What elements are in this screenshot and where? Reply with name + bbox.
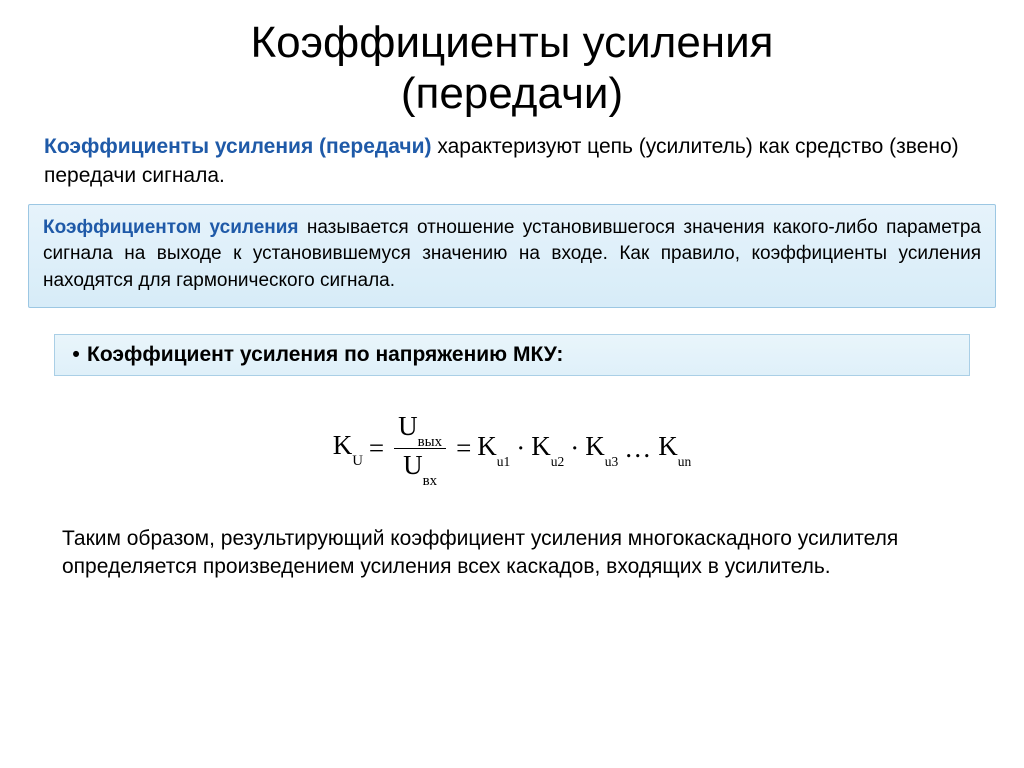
definition-lead: Коэффициентом усиления [43,217,299,238]
formula-eq1: = [369,433,384,464]
formula-fraction: Uвых Uвх [394,412,446,485]
formula: KU = Uвых Uвх = Ku1 · Ku2 · Ku3 … Kun [333,412,692,485]
title-line-2: (передачи) [401,69,623,118]
title-line-1: Коэффициенты усиления [250,18,773,67]
summary-paragraph: Таким образом, результирующий коэффициен… [62,525,968,582]
intro-paragraph: Коэффициенты усиления (передачи) характе… [44,133,988,190]
formula-k3: Ku3 [585,431,618,465]
formula-K: KU [333,430,363,465]
intro-lead: Коэффициенты усиления (передачи) [44,135,431,158]
formula-k1: Ku1 [477,431,510,465]
formula-k2: Ku2 [531,431,564,465]
formula-dot2: · [570,433,579,464]
fraction-numerator: Uвых [394,412,446,448]
formula-ellipsis: … [624,433,652,464]
formula-region: KU = Uвых Uвх = Ku1 · Ku2 · Ku3 … Kun [28,412,996,485]
formula-dot1: · [516,433,525,464]
formula-kn: Kun [658,431,691,465]
slide-title: Коэффициенты усиления (передачи) [28,18,996,119]
definition-box: Коэффициентом усиления называется отноше… [28,204,996,308]
bullet-box: •Коэффициент усиления по напряжению МКУ: [54,334,970,376]
bullet-marker: • [65,343,87,367]
fraction-denominator: Uвх [399,449,441,485]
bullet-text: Коэффициент усиления по напряжению МКУ: [87,343,563,366]
formula-eq2: = [456,433,471,464]
